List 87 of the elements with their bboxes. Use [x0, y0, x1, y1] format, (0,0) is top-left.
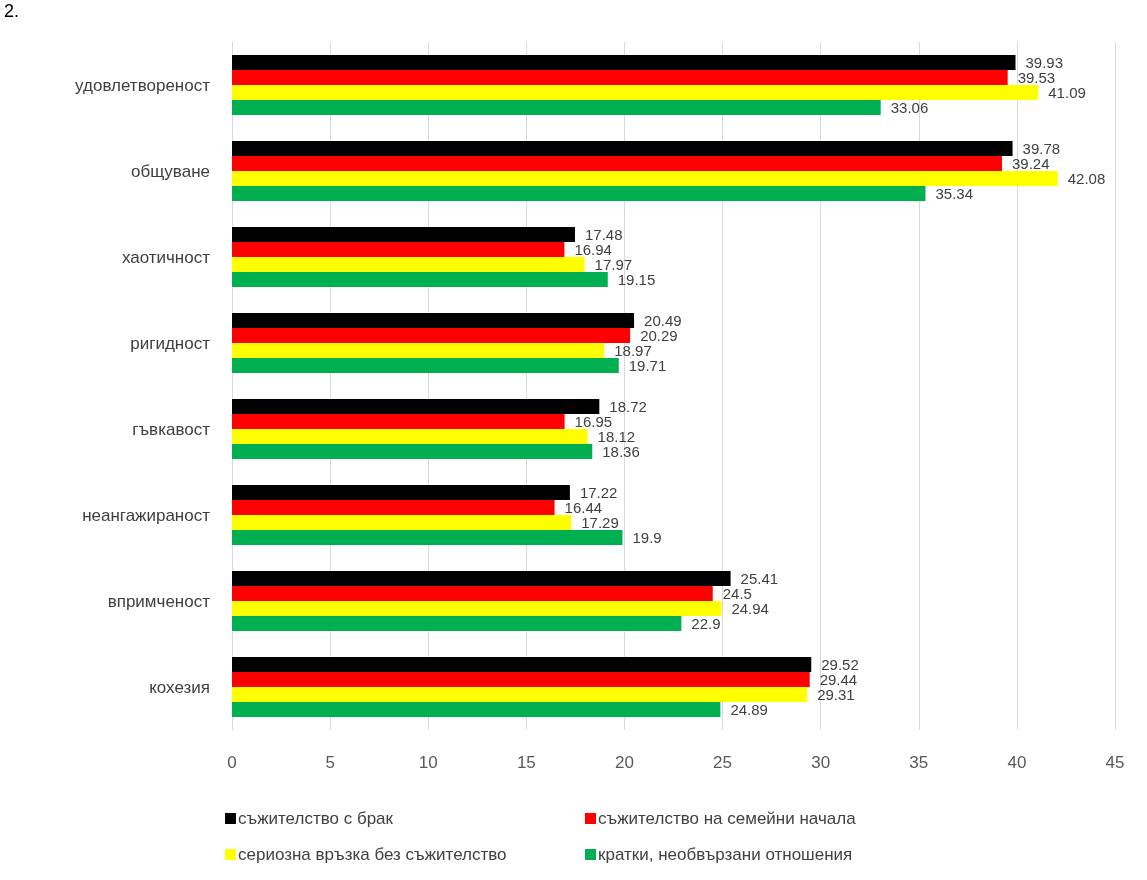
text: 2.: [4, 1, 20, 21]
bar: [232, 601, 722, 617]
data-label: 16.44: [564, 498, 603, 516]
bar: [232, 226, 575, 242]
bar: [232, 570, 731, 586]
x-tick-label: 30: [811, 753, 831, 772]
x-tick-label: 40: [1007, 753, 1027, 772]
data-label: 24.89: [730, 701, 768, 719]
x-tick-label: 25: [713, 753, 733, 772]
data-label: 39.24: [1011, 154, 1050, 172]
y-tick-label: хаотичност: [121, 247, 211, 267]
data-label: 25.41: [740, 569, 779, 587]
bar: [232, 241, 565, 257]
bar: [232, 257, 585, 273]
data-label: 19.9: [632, 529, 662, 547]
data-label: 20.49: [644, 311, 682, 329]
bar: [232, 171, 1058, 187]
bar: [232, 312, 635, 328]
data-label: 42.08: [1067, 170, 1106, 188]
bar: [232, 444, 593, 460]
data-label: 22.9: [691, 615, 721, 633]
y-tick-label: гъвкавост: [132, 419, 211, 439]
legend-label: съжителство с брак: [238, 809, 394, 828]
data-label: 17.97: [594, 256, 633, 274]
data-label: 35.34: [935, 185, 973, 203]
bar: [232, 54, 1016, 70]
data-label: 17.22: [579, 483, 618, 501]
x-tick-label: 45: [1105, 753, 1125, 772]
y-tick-label: неангажираност: [82, 505, 211, 525]
x-tick-label: 10: [418, 753, 438, 772]
bar: [232, 398, 600, 414]
bar: [232, 413, 565, 429]
bar: [232, 671, 810, 687]
data-label: 20.29: [640, 326, 678, 344]
data-label: 29.44: [819, 670, 858, 688]
bar: [232, 140, 1013, 156]
data-label: 19.71: [628, 357, 667, 375]
bar: [232, 530, 623, 546]
data-label: 18.12: [597, 428, 636, 446]
bar: [232, 687, 808, 703]
data-label: 16.94: [574, 240, 612, 258]
data-label: 41.09: [1048, 84, 1086, 102]
bar: [232, 358, 619, 374]
data-label: 39.78: [1022, 139, 1061, 157]
data-label: 29.52: [821, 655, 859, 673]
data-label: 39.93: [1025, 53, 1064, 71]
data-label: 16.95: [574, 412, 613, 430]
legend-label: сериозна връзка без съжителство: [238, 845, 507, 864]
data-label: 17.29: [581, 514, 619, 532]
bar: [232, 69, 1008, 85]
x-tick-label: 0: [227, 753, 237, 772]
y-tick-label: ригидност: [130, 333, 211, 353]
x-tick-label: 35: [909, 753, 929, 772]
data-label: 39.53: [1017, 68, 1056, 86]
bar: [232, 484, 570, 500]
y-tick-label: общуване: [130, 161, 210, 181]
legend-label: кратки, необвързани отношения: [598, 845, 853, 864]
y-tick-label: впримченост: [107, 591, 211, 611]
bar: [232, 327, 631, 343]
bar: [232, 100, 881, 116]
data-label: 18.72: [609, 397, 647, 415]
bar: [232, 616, 682, 632]
data-label: 18.97: [614, 342, 652, 360]
bar: [232, 85, 1039, 101]
data-label: 18.36: [602, 443, 640, 461]
data-label: 24.5: [722, 584, 752, 602]
x-tick-label: 20: [614, 753, 634, 772]
bar: [232, 702, 721, 718]
data-label: 29.31: [817, 686, 855, 704]
data-label: 24.94: [731, 600, 769, 618]
data-label: 19.15: [617, 271, 656, 289]
bar: [232, 585, 713, 601]
bar: [232, 515, 572, 531]
bar: [232, 186, 926, 202]
data-label: 33.06: [890, 99, 929, 117]
bar: [232, 343, 605, 359]
bar: [232, 272, 608, 288]
x-tick-label: 5: [325, 753, 335, 772]
legend-label: съжителство на семейни начала: [598, 809, 857, 828]
bar: [232, 155, 1002, 171]
y-tick-label: кохезия: [149, 677, 210, 697]
bar: [232, 429, 588, 445]
bar: [232, 656, 812, 672]
x-tick-label: 15: [516, 753, 536, 772]
y-tick-label: удовлетвореност: [75, 75, 211, 95]
bar: [232, 499, 555, 515]
data-label: 17.48: [585, 225, 623, 243]
